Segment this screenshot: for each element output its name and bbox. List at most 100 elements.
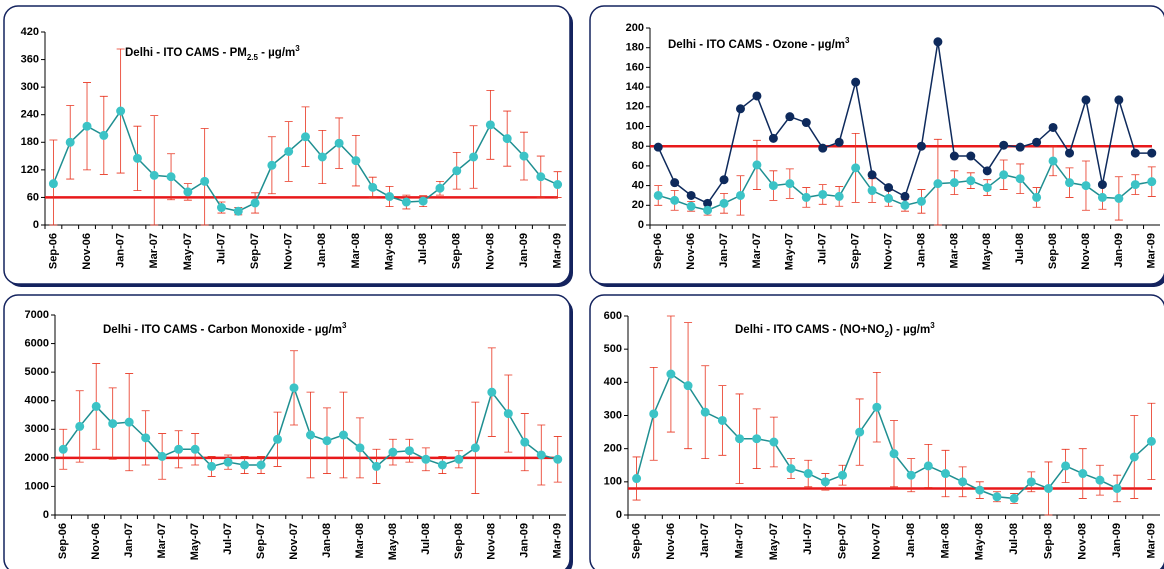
y-tick-label: 120	[21, 164, 39, 176]
data-point	[785, 112, 795, 122]
y-tick-label: 200	[626, 22, 644, 34]
x-tick-label: Nov-07	[882, 233, 894, 270]
data-point	[653, 142, 663, 152]
data-point	[116, 106, 126, 116]
data-point	[649, 409, 659, 419]
title-part: 2	[885, 330, 890, 339]
data-point	[240, 460, 250, 470]
data-point	[502, 134, 512, 144]
data-point	[1081, 181, 1091, 191]
x-tick-label: Jul-08	[1014, 233, 1026, 265]
data-point	[872, 402, 882, 412]
x-tick-label: Sep-06	[47, 233, 59, 269]
data-point	[670, 178, 680, 188]
data-point	[1147, 177, 1157, 187]
x-tick-label: May-07	[182, 233, 194, 270]
data-point	[803, 469, 813, 479]
y-tick-label: 2000	[25, 452, 49, 464]
data-point	[322, 436, 332, 446]
data-point	[949, 178, 959, 188]
data-point	[834, 191, 844, 201]
x-tick-label: Mar-09	[1146, 233, 1158, 268]
x-tick-label: Nov-06	[81, 233, 93, 270]
data-point	[719, 175, 729, 185]
panels	[3, 5, 1164, 569]
data-point	[1112, 483, 1122, 493]
data-point	[834, 137, 844, 147]
data-point	[1026, 477, 1036, 487]
data-point	[256, 460, 266, 470]
data-point	[1048, 122, 1058, 132]
x-tick-label: Jul-07	[802, 523, 814, 555]
data-point	[1078, 469, 1088, 479]
x-tick-label: Nov-07	[871, 523, 883, 560]
x-tick-label: May-08	[387, 523, 399, 560]
x-tick-label: Jul-07	[222, 523, 234, 555]
x-tick-label: Mar-09	[1145, 523, 1157, 558]
data-point	[183, 187, 193, 197]
data-point	[940, 469, 950, 479]
data-point	[520, 437, 530, 447]
data-point	[200, 176, 210, 186]
data-point	[157, 451, 167, 461]
y-tick-label: 1000	[25, 480, 49, 492]
data-point	[992, 492, 1002, 502]
x-tick-label: Jan-09	[519, 523, 531, 558]
x-tick-label: Jan-07	[115, 233, 127, 268]
data-point	[1129, 452, 1139, 462]
data-point	[982, 166, 992, 176]
data-point	[306, 430, 315, 440]
y-tick-label: 120	[626, 101, 644, 113]
y-tick-label: 5000	[25, 366, 49, 378]
title-part: Delhi - ITO CAMS - Carbon Monoxide - µg/…	[103, 324, 342, 336]
data-point	[385, 192, 395, 202]
data-point	[820, 477, 830, 487]
data-point	[401, 197, 411, 207]
y-tick-label: 600	[604, 310, 622, 322]
data-point	[124, 417, 134, 427]
data-point	[223, 457, 233, 467]
data-point	[141, 433, 151, 443]
x-tick-label: Mar-07	[156, 523, 168, 558]
data-point	[851, 163, 861, 173]
data-point	[1061, 461, 1071, 471]
y-tick-label: 3000	[25, 423, 49, 435]
data-point	[267, 160, 277, 170]
data-point	[700, 407, 710, 417]
title-part: ) - µg/m	[889, 324, 930, 336]
data-point	[1032, 192, 1042, 202]
data-point	[703, 205, 713, 215]
data-point	[108, 419, 118, 429]
x-tick-label: May-08	[974, 523, 986, 560]
data-point	[916, 141, 926, 151]
x-tick-label: Jan-08	[905, 523, 917, 558]
y-tick-label: 240	[21, 109, 39, 121]
title-part: 2.5	[247, 53, 259, 62]
y-tick-label: 0	[33, 219, 39, 231]
x-tick-label: Sep-07	[850, 233, 862, 269]
data-point	[1097, 192, 1107, 202]
data-point	[769, 437, 779, 447]
data-point	[250, 198, 260, 208]
data-point	[916, 196, 926, 206]
data-point	[58, 444, 68, 454]
x-tick-label: Jan-08	[321, 523, 333, 558]
x-tick-label: Jan-08	[316, 233, 328, 268]
data-point	[174, 444, 184, 454]
panel	[3, 5, 571, 285]
x-tick-label: Nov-07	[283, 233, 295, 270]
y-tick-label: 500	[604, 343, 622, 355]
data-point	[949, 151, 959, 161]
data-point	[1114, 95, 1124, 105]
data-point	[855, 427, 865, 437]
data-point	[351, 156, 361, 166]
data-point	[786, 464, 796, 474]
data-point	[686, 201, 696, 211]
x-tick-label: Jan-09	[1113, 233, 1125, 268]
title-part: Delhi - ITO CAMS - (NO+NO	[735, 324, 885, 336]
x-tick-label: Jul-07	[215, 233, 227, 265]
chart-title: Delhi - ITO CAMS - (NO+NO2) - µg/m3	[735, 321, 935, 339]
data-point	[785, 179, 795, 189]
data-point	[923, 461, 933, 471]
